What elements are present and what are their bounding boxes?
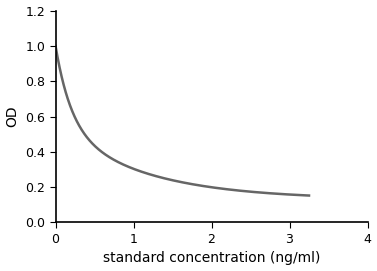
X-axis label: standard concentration (ng/ml): standard concentration (ng/ml) xyxy=(103,251,320,265)
Y-axis label: OD: OD xyxy=(6,106,20,127)
